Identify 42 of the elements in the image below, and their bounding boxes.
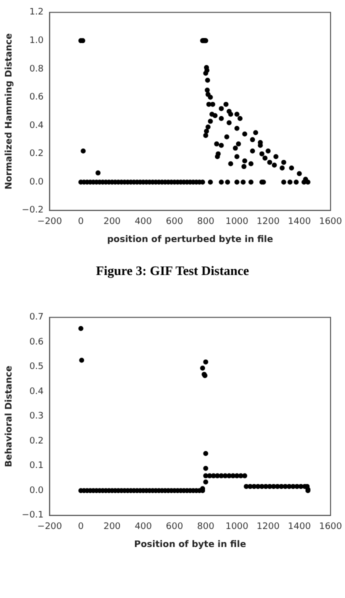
x-tick-label: 400 bbox=[134, 217, 152, 228]
x-tick-label: 200 bbox=[103, 217, 121, 228]
y-axis-title: Normalized Hamming Distance bbox=[4, 33, 15, 190]
y-tick-label: 0.2 bbox=[29, 436, 44, 446]
x-tick-label: 600 bbox=[166, 522, 184, 532]
x-tick-label: 0 bbox=[78, 217, 84, 228]
y-tick-label: −0.1 bbox=[22, 510, 44, 521]
y-tick-label: 0.2 bbox=[29, 149, 44, 160]
y-tick-label: 0.6 bbox=[29, 337, 44, 348]
x-tick-label: 1600 bbox=[319, 217, 342, 228]
caption: Figure 3: GIF Test Distance bbox=[94, 263, 250, 279]
x-tick-label: 600 bbox=[166, 217, 184, 228]
y-tick-label: −0.2 bbox=[22, 206, 44, 216]
y-tick-label: 1.0 bbox=[29, 36, 44, 46]
x-tick-label: 1400 bbox=[288, 522, 312, 532]
y-tick-label: 0.4 bbox=[29, 120, 44, 131]
y-tick-label: 1.2 bbox=[29, 8, 44, 18]
y-axis-title: Behavioral Distance bbox=[4, 366, 15, 468]
y-tick-label: 0.7 bbox=[29, 312, 44, 323]
y-tick-label: 0.0 bbox=[29, 177, 44, 188]
y-tick-label: 0.5 bbox=[29, 362, 44, 372]
x-tick-label: 1000 bbox=[225, 522, 249, 532]
x-tick-label: 1200 bbox=[256, 217, 280, 228]
y-tick-label: 0.3 bbox=[29, 412, 44, 422]
x-tick-label: 200 bbox=[103, 522, 121, 532]
y-tick-label: 0.6 bbox=[29, 92, 44, 103]
x-tick-label: 800 bbox=[197, 217, 215, 228]
x-tick-label: 1200 bbox=[256, 522, 280, 532]
x-axis-title: position of perturbed byte in file bbox=[107, 234, 274, 245]
x-tick-label: −200 bbox=[37, 217, 62, 228]
x-tick-label: −200 bbox=[37, 522, 62, 532]
x-tick-label: 800 bbox=[197, 522, 215, 532]
x-tick-label: 1400 bbox=[288, 217, 312, 228]
x-tick-label: 0 bbox=[78, 522, 84, 532]
x-tick-label: 1000 bbox=[225, 217, 249, 228]
x-axis-title: Position of byte in file bbox=[134, 540, 246, 550]
x-tick-label: 1600 bbox=[319, 522, 342, 532]
x-tick-label: 400 bbox=[134, 522, 152, 532]
y-tick-label: 0.4 bbox=[29, 386, 44, 397]
y-tick-label: 0.8 bbox=[29, 64, 44, 74]
y-tick-label: 0.0 bbox=[29, 486, 44, 496]
y-tick-label: 0.1 bbox=[29, 461, 44, 472]
